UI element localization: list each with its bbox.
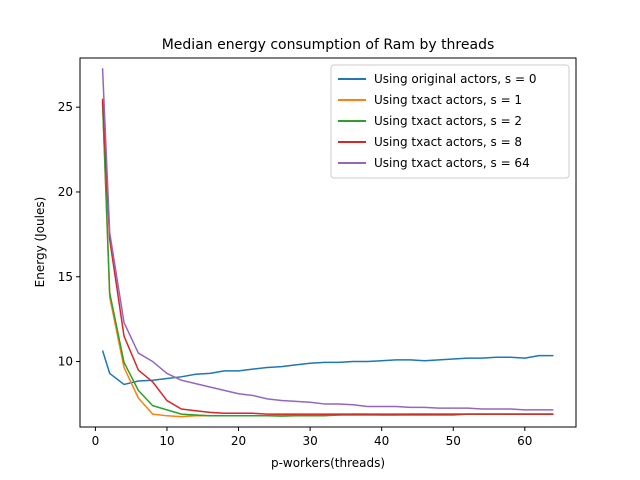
x-tick-label-3: 30 <box>302 434 317 448</box>
y-axis-ticks: 10 15 20 25 <box>58 100 80 369</box>
legend-box <box>330 64 570 179</box>
y-tick-label-3: 25 <box>58 100 73 114</box>
x-axis-label: p-workers(threads) <box>271 456 385 470</box>
y-tick-label-2: 20 <box>58 185 73 199</box>
x-tick-label-0: 0 <box>92 434 100 448</box>
legend-label-4: Using txact actors, s = 64 <box>374 156 530 170</box>
legend-label-3: Using txact actors, s = 8 <box>374 135 522 149</box>
series-line-0 <box>101 350 554 386</box>
y-tick-label-0: 10 <box>58 355 73 369</box>
legend-label-1: Using txact actors, s = 1 <box>374 93 522 107</box>
y-tick-label-1: 15 <box>58 270 73 284</box>
x-tick-label-1: 10 <box>159 434 174 448</box>
series-line-4 <box>101 68 554 411</box>
legend: Using original actors, s = 0 Using txact … <box>330 64 570 179</box>
legend-label-2: Using txact actors, s = 2 <box>374 114 522 128</box>
x-tick-label-5: 50 <box>446 434 461 448</box>
series-line-3 <box>101 98 554 415</box>
x-axis-ticks: 0 10 20 30 40 50 60 <box>92 427 532 448</box>
x-tick-label-2: 20 <box>231 434 246 448</box>
x-tick-label-6: 60 <box>517 434 532 448</box>
series-layer <box>101 68 554 418</box>
chart-title: Median energy consumption of Ram by thre… <box>162 37 495 53</box>
x-tick-label-4: 40 <box>374 434 389 448</box>
y-axis-label: Energy (Joules) <box>33 197 47 288</box>
legend-label-0: Using original actors, s = 0 <box>374 72 536 86</box>
plot-frame <box>79 57 577 428</box>
